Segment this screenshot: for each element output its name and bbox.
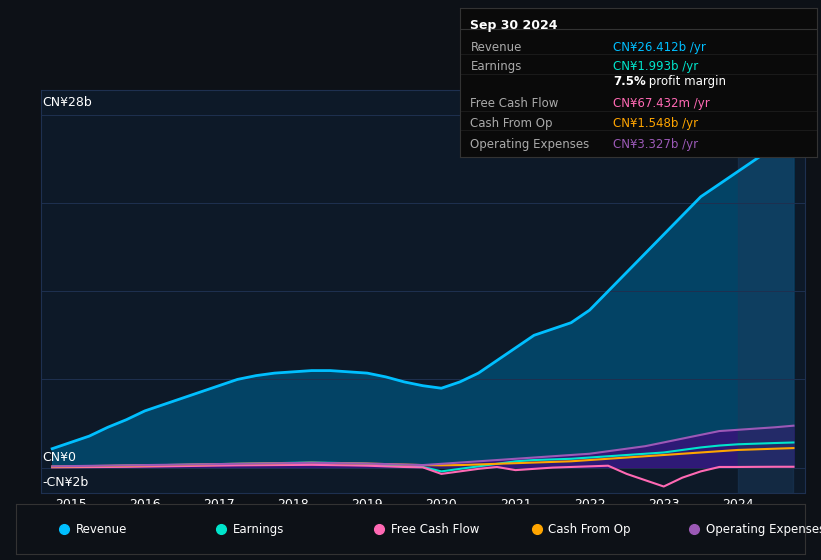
Text: 7.5%: 7.5% [613, 75, 646, 88]
Text: -CN¥2b: -CN¥2b [43, 476, 89, 489]
Text: Revenue: Revenue [470, 41, 522, 54]
Text: CN¥1.548b /yr: CN¥1.548b /yr [613, 116, 699, 130]
Text: Sep 30 2024: Sep 30 2024 [470, 19, 558, 32]
Text: Operating Expenses: Operating Expenses [470, 138, 589, 151]
Text: Operating Expenses: Operating Expenses [706, 522, 821, 536]
Text: Cash From Op: Cash From Op [470, 116, 553, 130]
Text: Free Cash Flow: Free Cash Flow [470, 97, 559, 110]
Text: profit margin: profit margin [645, 75, 727, 88]
Text: Earnings: Earnings [470, 60, 522, 73]
Text: CN¥26.412b /yr: CN¥26.412b /yr [613, 41, 706, 54]
Text: CN¥28b: CN¥28b [43, 96, 92, 109]
Text: CN¥1.993b /yr: CN¥1.993b /yr [613, 60, 699, 73]
Text: Cash From Op: Cash From Op [548, 522, 631, 536]
Text: Earnings: Earnings [233, 522, 285, 536]
Text: Revenue: Revenue [76, 522, 127, 536]
Bar [738, 90, 793, 493]
Text: CN¥3.327b /yr: CN¥3.327b /yr [613, 138, 699, 151]
Text: CN¥0: CN¥0 [43, 451, 76, 464]
Text: CN¥67.432m /yr: CN¥67.432m /yr [613, 97, 710, 110]
Text: Free Cash Flow: Free Cash Flow [391, 522, 479, 536]
